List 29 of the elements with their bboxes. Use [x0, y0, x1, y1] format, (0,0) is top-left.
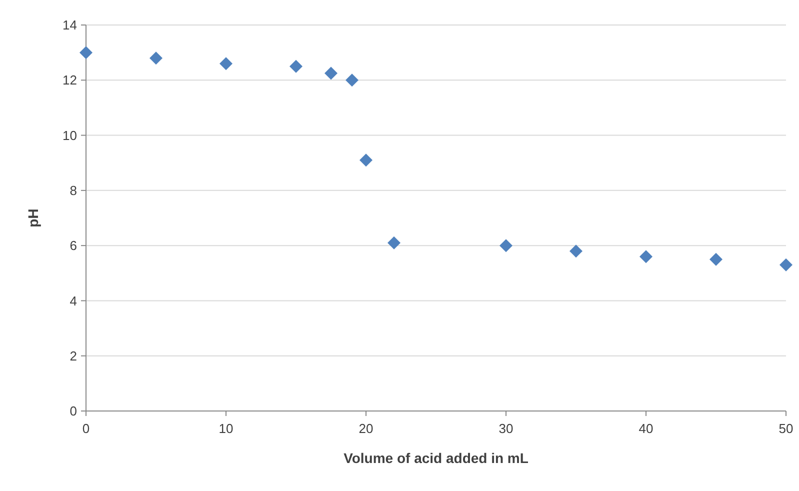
- y-tick-label: 14: [62, 18, 77, 33]
- x-axis-title: Volume of acid added in mL: [344, 450, 529, 466]
- x-tick-label: 30: [498, 421, 514, 436]
- point: [324, 66, 338, 80]
- x-tick-label: 40: [638, 421, 654, 436]
- point: [388, 236, 400, 250]
- y-tick-label: 10: [62, 128, 77, 143]
- y-tick-label: 8: [70, 182, 77, 198]
- point: [500, 239, 512, 252]
- y-tick-label: 6: [70, 238, 77, 254]
- x-tick-label: 10: [218, 421, 234, 436]
- point: [570, 244, 582, 258]
- point: [346, 74, 358, 87]
- point: [220, 57, 232, 70]
- y-tick-label: 2: [70, 348, 77, 364]
- y-tick-label: 0: [70, 404, 77, 419]
- y-tick-label: 12: [62, 72, 77, 88]
- point: [150, 52, 162, 65]
- point: [710, 252, 722, 266]
- y-axis-title: pH: [25, 208, 41, 228]
- x-tick-label: 20: [358, 421, 374, 436]
- point: [290, 60, 302, 73]
- x-tick-label: 0: [82, 421, 90, 436]
- point: [780, 258, 792, 272]
- point: [360, 154, 372, 167]
- y-tick-label: 4: [70, 293, 77, 308]
- x-tick-label: 50: [778, 421, 794, 436]
- point: [640, 250, 652, 264]
- point: [80, 46, 92, 60]
